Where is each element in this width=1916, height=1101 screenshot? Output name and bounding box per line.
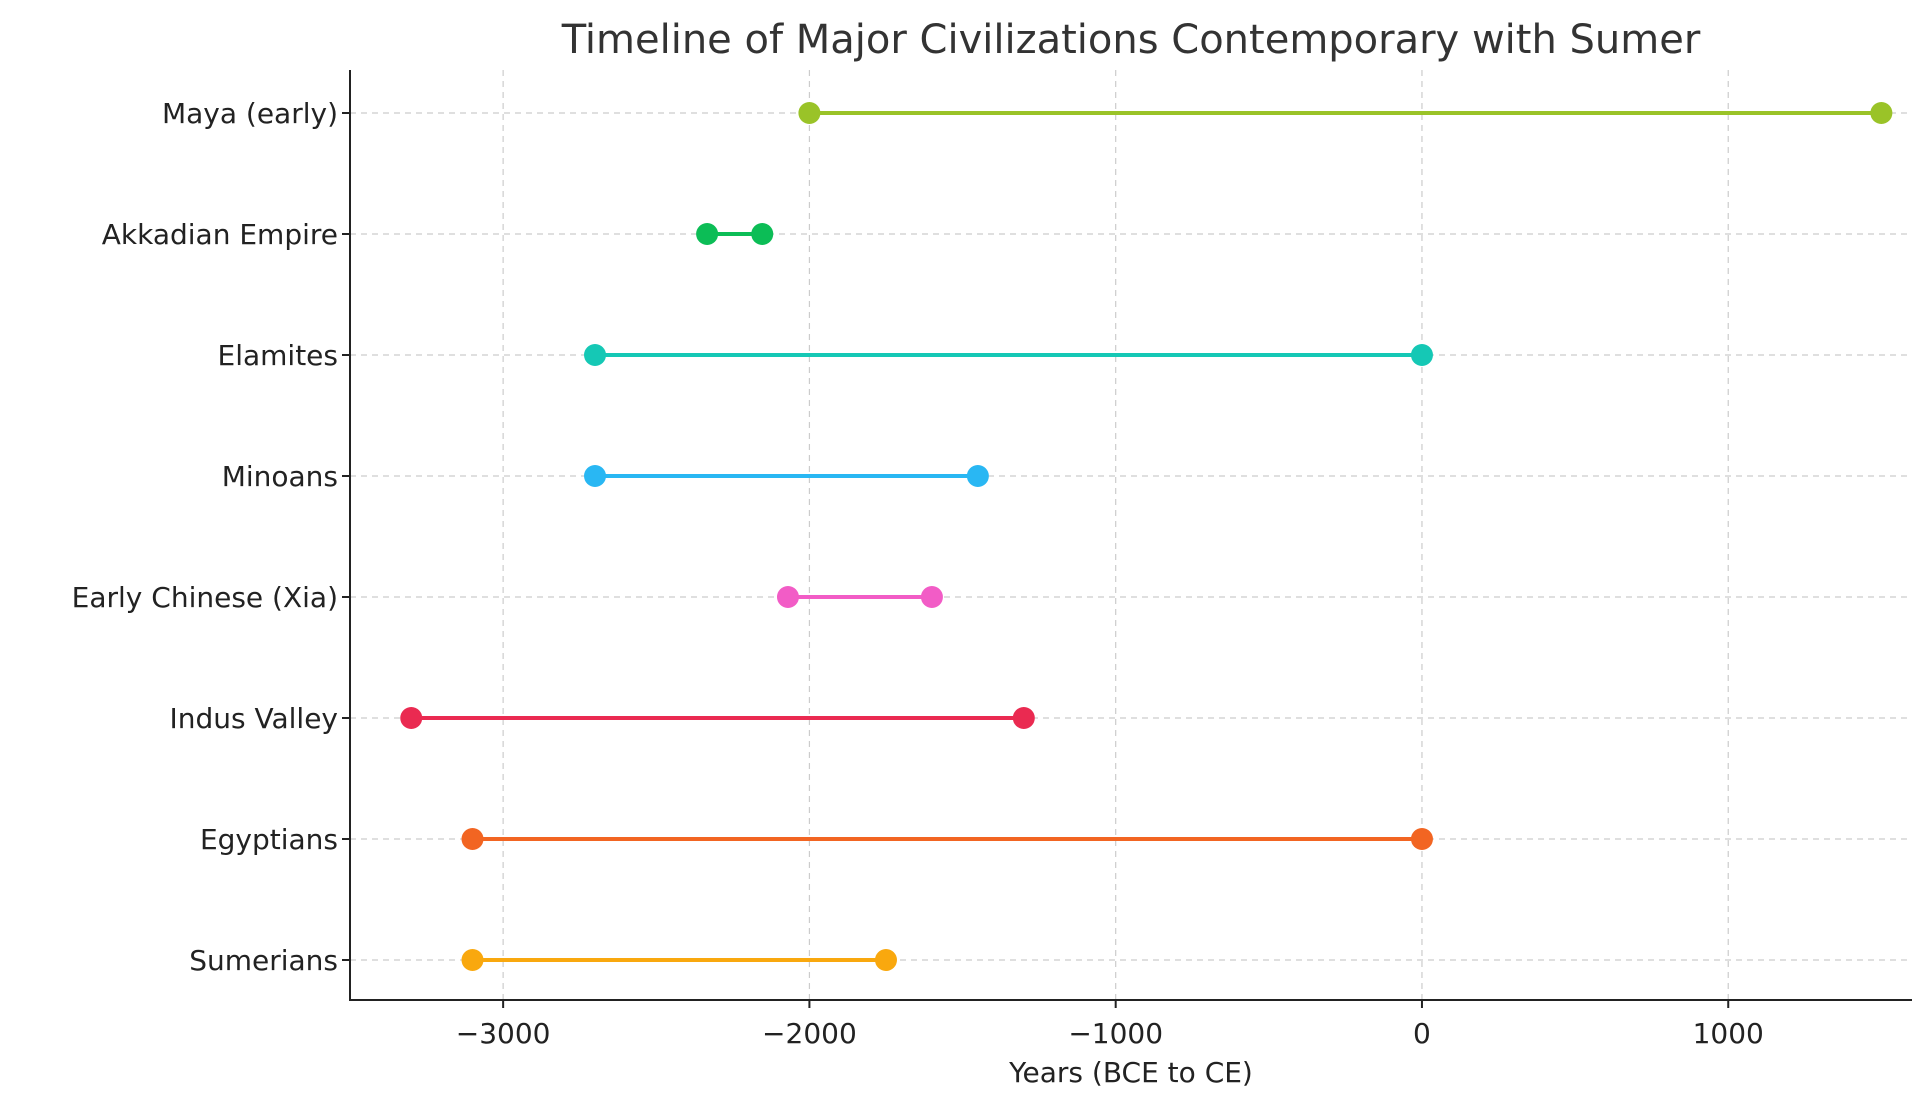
- axes: −3000 −2000 −1000 0 1000 Sumerians Egyptians In…: [72, 70, 1912, 1050]
- end-marker: [1870, 102, 1893, 124]
- end-marker: [751, 223, 774, 245]
- grid: [350, 70, 1912, 1000]
- x-tick-label: −2000: [762, 1017, 857, 1050]
- x-tick-label: −3000: [456, 1017, 551, 1050]
- start-marker: [798, 102, 821, 124]
- end-marker: [920, 586, 943, 608]
- end-marker: [1012, 707, 1035, 729]
- start-marker: [461, 828, 484, 850]
- x-tick-label: −1000: [1068, 1017, 1163, 1050]
- start-marker: [696, 223, 719, 245]
- end-marker: [1410, 344, 1433, 366]
- x-tick-label: 0: [1413, 1017, 1431, 1050]
- y-tick-label: Minoans: [222, 460, 338, 493]
- start-marker: [584, 344, 607, 366]
- x-tick-label: 1000: [1693, 1017, 1764, 1050]
- y-tick-label: Akkadian Empire: [102, 218, 338, 251]
- y-tick-label: Early Chinese (Xia): [72, 581, 338, 614]
- start-marker: [461, 949, 484, 971]
- end-marker: [966, 465, 989, 487]
- start-marker: [584, 465, 607, 487]
- series-layer: [400, 102, 1893, 971]
- y-tick-label: Sumerians: [189, 944, 338, 977]
- end-marker: [1410, 828, 1433, 850]
- end-marker: [874, 949, 897, 971]
- y-tick-label: Elamites: [218, 339, 338, 372]
- y-tick-label: Maya (early): [162, 97, 338, 130]
- start-marker: [400, 707, 423, 729]
- x-axis-label: Years (BCE to CE): [1008, 1056, 1253, 1089]
- chart-title: Timeline of Major Civilizations Contempo…: [561, 17, 1701, 63]
- y-tick-label: Egyptians: [200, 823, 338, 856]
- start-marker: [776, 586, 799, 608]
- y-tick-label: Indus Valley: [169, 702, 338, 735]
